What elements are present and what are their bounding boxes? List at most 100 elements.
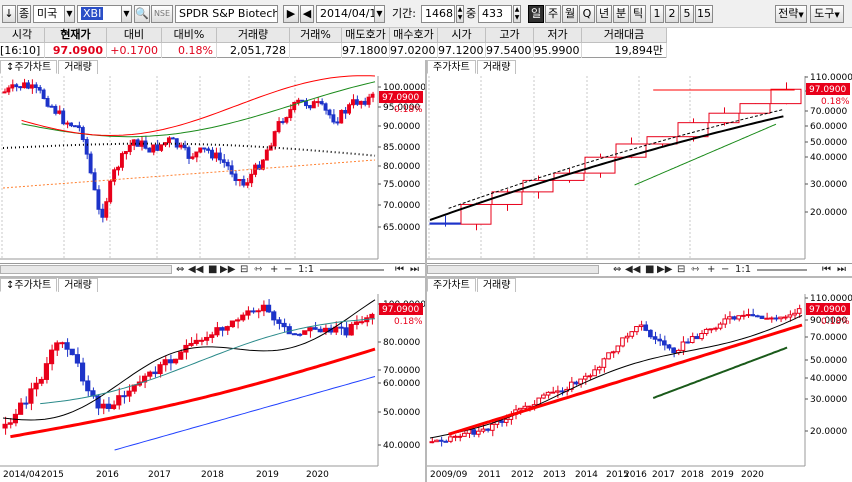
security-name-field[interactable]: SPDR S&P Biotech ET <box>175 5 278 23</box>
candle-body <box>333 326 339 333</box>
horizontal-scrollbar[interactable] <box>427 265 599 274</box>
chevron-down-icon[interactable]: ▼ <box>121 5 132 23</box>
market-code-button[interactable]: 종 <box>17 5 31 23</box>
zoom-out-icon[interactable]: ⊟ <box>677 264 686 275</box>
chart-control-bar[interactable]: ⇔ ◀◀ ■ ▶▶ ⊟ ⇿ + − 1:1 ⏮ ⏭ <box>0 263 425 275</box>
tools-label: 도구 <box>814 7 835 20</box>
interval-quarter-button[interactable]: Q <box>579 5 595 23</box>
date-input[interactable]: 2014/04/17 <box>316 5 378 23</box>
scroll-icon[interactable]: ⇔ <box>176 264 185 275</box>
quote-header-4: 거래량 <box>217 28 290 43</box>
zoom-slider[interactable] <box>320 269 384 271</box>
scale-label: 1:1 <box>735 264 752 275</box>
price-chart[interactable]: 100.000080.000070.000060.000050.000040.0… <box>0 278 425 482</box>
rewind-icon[interactable]: ◀◀ <box>625 264 641 275</box>
last-page-icon[interactable]: ⏭ <box>837 264 846 275</box>
candle-body <box>240 314 246 321</box>
play-icon[interactable]: ▶ <box>283 5 299 23</box>
candle-body <box>131 139 136 146</box>
chart-panel-top-left[interactable]: ↕주가차트 거래량 100.0000 95.0000 90.0000 85.0000 80… <box>0 60 425 275</box>
candle-body <box>638 324 644 328</box>
forward-icon[interactable]: ▶▶ <box>220 264 236 275</box>
horizontal-splitter[interactable] <box>0 276 852 278</box>
first-page-icon[interactable]: ⏮ <box>822 264 831 275</box>
candle-body <box>284 117 289 123</box>
arrow-down-button[interactable]: ↓ <box>2 5 16 23</box>
plus-icon[interactable]: + <box>707 264 716 275</box>
preset-1-button[interactable]: 1 <box>650 5 664 23</box>
tab-volume[interactable]: 거래량 <box>476 60 517 74</box>
minus-icon[interactable]: − <box>721 264 730 275</box>
candle-body <box>64 342 70 350</box>
tab-price-chart[interactable]: 주가차트 <box>427 278 476 292</box>
ticker-input[interactable]: XBI <box>77 5 132 23</box>
tab-volume[interactable]: 거래량 <box>476 278 517 292</box>
candle-body <box>121 395 127 398</box>
candle-body <box>354 99 359 105</box>
tab-price-chart[interactable]: 주가차트 <box>427 60 476 74</box>
interval-month-button[interactable]: 월 <box>562 5 578 23</box>
candle-body <box>292 101 297 111</box>
chevron-down-icon[interactable]: ▼ <box>64 5 75 23</box>
interval-year-button[interactable]: 년 <box>596 5 612 23</box>
range-icon[interactable]: ⇿ <box>691 264 700 275</box>
candle-body <box>778 316 783 320</box>
last-page-icon[interactable]: ⏭ <box>410 264 419 275</box>
tab-price-chart[interactable]: ↕주가차트 <box>0 278 58 292</box>
period-input[interactable]: 1468 <box>421 5 455 23</box>
candle-body <box>550 391 556 394</box>
zoom-input[interactable]: 433 <box>478 5 512 23</box>
candle-body <box>291 333 298 336</box>
y-tick-label: 110.0000 <box>810 73 852 83</box>
strategy-button[interactable]: 전략▼ <box>775 5 807 23</box>
candle-body <box>178 144 183 148</box>
quote-value-1: 97.0900 <box>45 43 107 58</box>
candle-body <box>198 147 203 153</box>
x-tick-label: 2013 <box>543 470 566 480</box>
price-chart[interactable]: 110.000090.000070.000060.000050.000040.0… <box>427 60 852 275</box>
quote-value-0: [16:10] <box>0 43 45 58</box>
candle-body <box>764 317 769 320</box>
stop-icon[interactable]: ■ <box>208 264 218 275</box>
preset-2-button[interactable]: 2 <box>665 5 679 23</box>
stepper-icon[interactable]: ▲ ▼ <box>513 5 521 23</box>
calendar-dropdown-icon[interactable]: ▼ <box>374 5 385 23</box>
range-icon[interactable]: ⇿ <box>254 264 263 275</box>
price-chart[interactable]: 110.0000 90.0000 70.0000 50.0000 40.0000 30.0… <box>427 278 852 482</box>
preset-15-button[interactable]: 15 <box>695 5 713 23</box>
candle-body <box>152 371 158 375</box>
interval-tick-button[interactable]: 틱 <box>630 5 646 23</box>
step-back-icon[interactable]: ◀ <box>300 5 314 23</box>
first-page-icon[interactable]: ⏮ <box>395 264 404 275</box>
stop-icon[interactable]: ■ <box>645 264 655 275</box>
plus-icon[interactable]: + <box>270 264 279 275</box>
tab-price-chart[interactable]: ↕주가차트 <box>0 60 58 74</box>
interval-minute-button[interactable]: 분 <box>613 5 629 23</box>
interval-week-button[interactable]: 주 <box>545 5 561 23</box>
minus-icon[interactable]: − <box>284 264 293 275</box>
tools-button[interactable]: 도구▼ <box>810 5 844 23</box>
preset-5-button[interactable]: 5 <box>680 5 694 23</box>
scroll-icon[interactable]: ⇔ <box>613 264 622 275</box>
zoom-slider[interactable] <box>757 269 807 271</box>
chart-panel-bottom-right[interactable]: 주가차트 거래량 110.0000 90.0000 70.0000 50.0000 40.… <box>427 278 852 482</box>
x-tick-label: 2016 <box>624 470 647 480</box>
interval-day-button[interactable]: 일 <box>528 5 544 23</box>
y-tick-label: 110.0000 <box>810 294 852 304</box>
stepper-icon[interactable]: ▲ ▼ <box>456 5 464 23</box>
forward-icon[interactable]: ▶▶ <box>657 264 673 275</box>
tab-volume[interactable]: 거래량 <box>58 60 98 74</box>
candle-body <box>736 315 742 320</box>
zoom-out-icon[interactable]: ⊟ <box>240 264 249 275</box>
candle-body <box>657 338 663 342</box>
chart-control-bar[interactable]: ⇔ ◀◀ ■ ▶▶ ⊟ ⇿ + − 1:1 ⏮ ⏭ <box>427 263 852 275</box>
vertical-splitter[interactable] <box>425 60 427 482</box>
horizontal-scrollbar[interactable] <box>0 265 172 274</box>
candle-body <box>717 323 723 329</box>
price-chart[interactable]: 100.0000 95.0000 90.0000 85.0000 80.0000 75.0… <box>0 60 425 275</box>
tab-volume[interactable]: 거래량 <box>58 278 98 292</box>
search-icon[interactable]: 🔍 <box>134 5 150 23</box>
rewind-icon[interactable]: ◀◀ <box>188 264 204 275</box>
